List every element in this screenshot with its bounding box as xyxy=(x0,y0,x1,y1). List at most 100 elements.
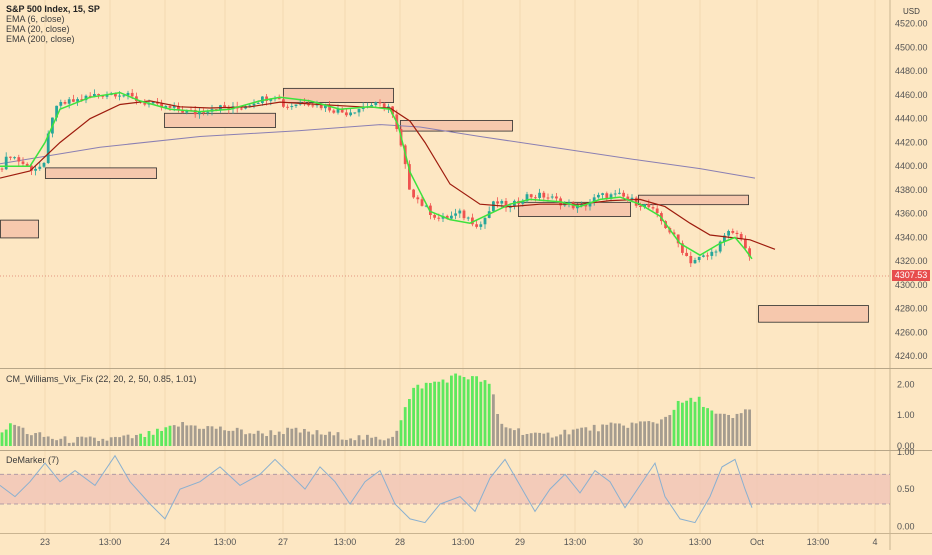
candle-body xyxy=(483,217,487,225)
vix-bar xyxy=(9,423,12,446)
candle-body xyxy=(492,201,495,212)
vix-bar xyxy=(374,436,378,446)
candle-body xyxy=(723,235,726,242)
vix-bar xyxy=(214,428,218,446)
vix-bar xyxy=(80,436,84,446)
vix-bar xyxy=(177,426,180,446)
vix-bar xyxy=(370,437,373,446)
demarker-legend: DeMarker (7) xyxy=(6,455,60,465)
candle-body xyxy=(744,239,747,249)
candle-body xyxy=(710,251,714,256)
vix-bar xyxy=(643,421,646,446)
vix-bar xyxy=(513,430,516,446)
vix-bar xyxy=(340,439,344,446)
candle-body xyxy=(240,108,243,110)
candle-body xyxy=(168,106,172,108)
candle-body xyxy=(437,217,441,219)
candle-body xyxy=(462,210,466,219)
vix-bar xyxy=(601,424,604,446)
ema6-line xyxy=(0,91,753,260)
candle-body xyxy=(370,105,373,107)
candle-body xyxy=(496,201,499,204)
candle-body xyxy=(202,111,205,113)
vix-bar xyxy=(193,425,197,446)
vix-bar xyxy=(639,421,642,446)
candle-body xyxy=(130,92,134,97)
candle-body xyxy=(702,255,705,257)
vix-bar xyxy=(387,438,390,446)
candle-body xyxy=(731,231,735,233)
candle-body xyxy=(626,196,630,200)
candle-body xyxy=(416,197,420,200)
candle-body xyxy=(34,168,37,171)
vix-bars xyxy=(0,373,751,446)
candle-body xyxy=(605,193,609,199)
time-tick-label: 13:00 xyxy=(452,537,475,547)
time-tick-label: 13:00 xyxy=(334,537,357,547)
candle-body xyxy=(601,193,604,195)
vix-bar xyxy=(114,436,117,446)
vix-bar xyxy=(357,435,361,446)
demarker-tick-label: 0.50 xyxy=(897,484,915,494)
candle-body xyxy=(88,95,92,97)
vix-bar xyxy=(714,413,718,446)
time-tick-label: 13:00 xyxy=(99,537,122,547)
vix-bar xyxy=(508,428,512,446)
candle-body xyxy=(21,161,25,164)
vix-bar xyxy=(492,394,495,446)
candle-body xyxy=(609,194,613,199)
candle-body xyxy=(391,106,394,115)
candle-body xyxy=(303,102,306,104)
vix-bar xyxy=(240,429,243,446)
price-tick-label: 4260.00 xyxy=(895,327,928,337)
candle-body xyxy=(643,204,646,207)
vix-bar xyxy=(332,435,336,446)
vix-bar xyxy=(462,377,466,446)
vix-bar xyxy=(517,428,520,446)
candle-body xyxy=(685,252,688,257)
candle-body xyxy=(114,93,117,97)
zone-box-1 xyxy=(45,167,157,179)
vix-bar xyxy=(555,436,558,446)
time-tick-label: 24 xyxy=(160,537,170,547)
candle-body xyxy=(580,204,583,206)
time-tick-label: 27 xyxy=(278,537,288,547)
vix-bar xyxy=(408,399,411,446)
vix-bar xyxy=(143,437,147,446)
vix-tick-label: 0.00 xyxy=(897,441,915,451)
time-tick-label: Oct xyxy=(750,537,765,547)
vix-bar xyxy=(219,426,222,446)
vix-bar xyxy=(252,433,256,446)
candle-body xyxy=(374,102,378,106)
vix-bar xyxy=(731,418,735,446)
candle-body xyxy=(676,234,680,244)
vix-bar xyxy=(647,421,651,446)
vix-bar xyxy=(445,382,449,446)
candle-body xyxy=(357,109,361,113)
candle-body xyxy=(311,105,315,107)
vix-bar xyxy=(500,423,504,446)
vix-bar xyxy=(269,430,273,446)
vix-bar xyxy=(55,440,58,446)
candle-body xyxy=(290,106,294,108)
vix-bar xyxy=(130,438,134,446)
vix-bar xyxy=(378,439,382,446)
demarker-tick-label: 1.00 xyxy=(897,447,915,457)
price-tick-label: 4360.00 xyxy=(895,209,928,219)
candle-body xyxy=(655,208,659,214)
candle-body xyxy=(198,111,201,115)
candle-body xyxy=(479,224,483,227)
vix-bar xyxy=(353,440,357,446)
vix-bar xyxy=(567,434,571,446)
candle-body xyxy=(555,196,558,199)
vix-bar xyxy=(202,428,205,446)
vix-bar xyxy=(223,430,226,446)
vix-bar xyxy=(30,435,33,446)
zone-box-0 xyxy=(0,219,39,239)
vix-tick-label: 1.00 xyxy=(897,410,915,420)
vix-bar xyxy=(718,413,722,446)
candle-body xyxy=(294,104,298,107)
vix-bar xyxy=(25,434,29,446)
vix-bar xyxy=(0,432,4,446)
